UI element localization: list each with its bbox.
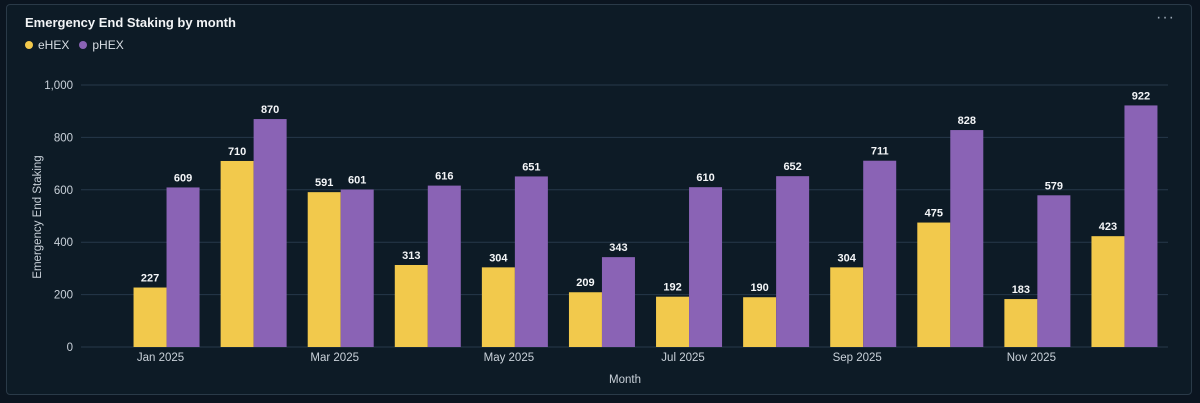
data-label: 227 [141, 273, 159, 285]
bar-ehex[interactable] [307, 192, 341, 347]
bar-ehex[interactable] [133, 287, 167, 347]
bar-phex[interactable] [514, 176, 548, 347]
x-axis-title: Month [609, 374, 641, 386]
data-label: 343 [609, 242, 627, 254]
data-label: 609 [174, 172, 192, 184]
bar-ehex[interactable] [743, 297, 777, 347]
bar-ehex[interactable] [1004, 299, 1038, 347]
x-axis-ticks: Jan 2025 Mar 2025 May 2025 Jul 2025 Sep 2025… [137, 352, 1056, 364]
bars [133, 105, 1158, 347]
data-label: 610 [696, 172, 714, 184]
bar-phex[interactable] [601, 257, 635, 347]
bar-ehex[interactable] [220, 160, 254, 347]
bar-ehex[interactable] [917, 222, 951, 347]
data-label: 209 [576, 277, 594, 289]
bar-ehex[interactable] [1091, 236, 1125, 347]
more-options-icon[interactable]: ··· [1156, 9, 1175, 26]
legend: eHEX pHEX [25, 38, 124, 52]
data-label: 579 [1045, 180, 1063, 192]
data-label: 475 [925, 208, 943, 220]
y-axis-title: Emergency End Staking [32, 155, 44, 278]
bar-phex[interactable] [689, 187, 723, 347]
legend-label-phex: pHEX [92, 38, 124, 52]
data-label: 652 [783, 161, 801, 173]
data-label: 190 [750, 282, 768, 294]
data-label: 651 [522, 161, 540, 173]
x-tick-label: Jul 2025 [661, 352, 704, 364]
bar-phex[interactable] [253, 119, 287, 347]
bar-phex[interactable] [950, 130, 984, 347]
legend-item-phex[interactable]: pHEX [79, 38, 124, 52]
legend-item-ehex[interactable]: eHEX [25, 38, 69, 52]
x-tick-label: May 2025 [484, 352, 535, 364]
data-label: 183 [1012, 284, 1030, 296]
bar-ehex[interactable] [830, 267, 864, 347]
bar-phex[interactable] [863, 160, 897, 347]
data-label: 922 [1132, 90, 1150, 102]
y-tick-label: 0 [67, 342, 73, 354]
data-label: 423 [1099, 221, 1117, 233]
bar-phex[interactable] [340, 189, 374, 347]
legend-swatch-ehex [25, 41, 33, 49]
y-axis-ticks: 0 200 400 600 800 1,000 [44, 80, 73, 354]
bar-ehex[interactable] [656, 296, 690, 347]
data-label: 304 [838, 252, 857, 264]
bar-phex[interactable] [427, 185, 461, 347]
data-label: 870 [261, 104, 279, 116]
bar-ehex[interactable] [568, 292, 602, 347]
legend-label-ehex: eHEX [38, 38, 70, 52]
y-tick-label: 200 [54, 290, 73, 302]
data-label: 711 [871, 146, 889, 158]
bar-ehex[interactable] [481, 267, 515, 347]
y-tick-label: 400 [54, 237, 73, 249]
y-tick-label: 800 [54, 132, 73, 144]
data-label: 710 [228, 146, 246, 158]
chart-title: Emergency End Staking by month [25, 15, 236, 30]
data-label: 601 [348, 175, 366, 187]
data-labels: 227 609 710 870 591 601 313 616 304 651 209 343 192 6… [141, 90, 1150, 296]
bar-ehex[interactable] [394, 264, 428, 347]
bar-phex[interactable] [166, 187, 200, 347]
data-label: 591 [315, 177, 333, 189]
bar-phex[interactable] [1037, 195, 1071, 347]
data-label: 828 [958, 115, 976, 127]
bar-phex[interactable] [776, 176, 810, 347]
x-tick-label: Jan 2025 [137, 352, 184, 364]
bar-phex[interactable] [1124, 105, 1158, 347]
x-tick-label: Nov 2025 [1007, 352, 1056, 364]
data-label: 192 [663, 282, 681, 294]
legend-swatch-phex [79, 41, 88, 49]
x-tick-label: Mar 2025 [310, 352, 359, 364]
y-tick-label: 1,000 [44, 80, 73, 92]
x-tick-label: Sep 2025 [833, 352, 882, 364]
y-tick-label: 600 [54, 185, 73, 197]
data-label: 304 [489, 252, 508, 264]
data-label: 313 [402, 250, 420, 262]
data-label: 616 [435, 171, 453, 183]
